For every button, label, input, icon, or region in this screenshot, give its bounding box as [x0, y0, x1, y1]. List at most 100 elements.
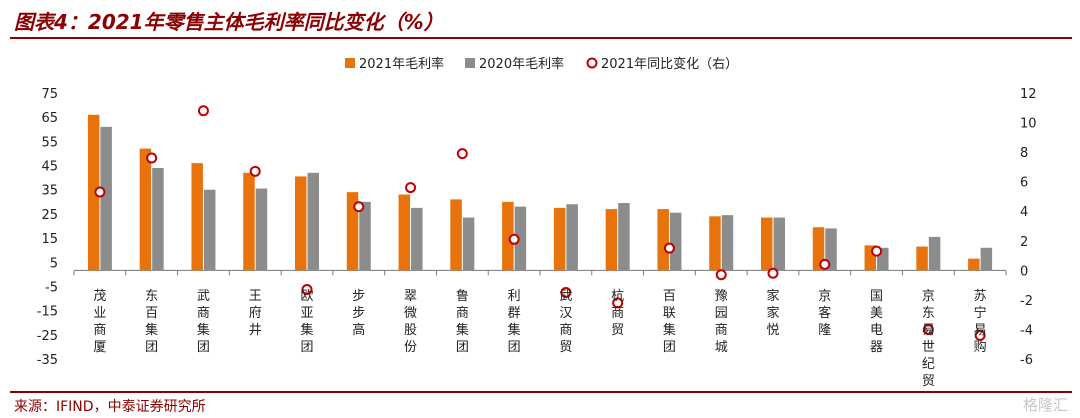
category-label: 豫园商城: [715, 289, 728, 355]
watermark: 格隆汇: [1022, 396, 1068, 414]
category-label: 国美电器: [870, 289, 883, 355]
change-marker: [922, 323, 934, 335]
change-marker: [715, 269, 727, 281]
bar-2021: [864, 245, 877, 271]
footer-divider: [10, 391, 1072, 393]
legend-label-2020: 2020年毛利率: [479, 56, 564, 72]
right-tick-label: 4: [1020, 205, 1028, 220]
legend-label-change: 2021年同比变化（右）: [601, 56, 738, 72]
bar-2020: [203, 189, 216, 271]
left-tick-label: 45: [41, 160, 58, 175]
bar-2020: [100, 126, 112, 271]
left-tick-label: 65: [41, 111, 58, 126]
right-tick-label: 12: [1020, 87, 1037, 102]
change-marker: [767, 267, 779, 279]
right-tick-label: -4: [1020, 323, 1033, 338]
change-marker: [197, 105, 209, 117]
bar-2021: [812, 227, 825, 271]
bar-2020: [514, 206, 527, 271]
change-marker: [819, 258, 831, 270]
bar-2021: [398, 194, 411, 271]
bar-2021: [295, 176, 307, 271]
change-marker: [560, 287, 572, 298]
bar-2021: [502, 201, 514, 271]
bar-2020: [411, 207, 423, 271]
category-label: 苏宁易购: [974, 288, 987, 355]
left-tick-label: -35: [37, 353, 58, 368]
bar-2020: [359, 201, 371, 271]
change-marker: [974, 329, 986, 341]
change-marker: [871, 245, 883, 257]
change-marker: [249, 165, 261, 177]
bar-2021: [139, 148, 152, 271]
bar-2020: [721, 215, 734, 271]
legend-swatch-2021: [345, 58, 355, 68]
category-label: 东百集团: [145, 289, 158, 355]
left-tick-label: 35: [41, 184, 58, 199]
category-label: 步步高: [352, 289, 365, 338]
category-label: 利群集团: [508, 289, 521, 355]
change-marker: [663, 242, 675, 254]
bar-2020: [773, 217, 785, 271]
bar-2020: [669, 212, 682, 271]
legend-marker-change: [586, 57, 598, 69]
category-label: 鲁商集团: [456, 289, 469, 355]
bar-2021: [761, 217, 773, 271]
bar-2021: [553, 207, 566, 271]
right-tick-label: 2: [1020, 235, 1028, 250]
bar-2020: [255, 188, 268, 271]
bar-2021: [191, 163, 203, 271]
left-tick-label: -5: [45, 280, 58, 295]
bar-2020: [618, 203, 630, 271]
change-marker: [94, 186, 106, 198]
right-tick-label: 8: [1020, 146, 1028, 161]
bars: [87, 114, 993, 271]
category-label: 王府井: [249, 289, 262, 338]
right-tick-label: -2: [1020, 294, 1033, 309]
change-marker: [456, 148, 468, 160]
category-labels: 茂业商厦 东百集团 武商集团 王府井 欧亚集团 步步高 翠微股份 鲁商集团 利群集团 武汉商贸 杭商…: [93, 288, 986, 389]
change-marker: [146, 152, 158, 164]
bar-2021: [916, 246, 928, 271]
bar-2021: [968, 258, 980, 271]
bar-2021: [605, 209, 618, 271]
change-markers: [94, 105, 986, 341]
category-label: 京客隆: [818, 289, 831, 338]
legend-label-2021: 2021年毛利率: [359, 56, 444, 72]
right-axis: 12 10 8 6 4 2 0 -2 -4 -6: [1020, 87, 1037, 368]
bar-2020: [307, 172, 319, 271]
left-tick-label: 25: [41, 208, 58, 223]
category-label: 翠微股份: [404, 289, 417, 355]
left-tick-label: 5: [50, 256, 58, 271]
bar-2020: [566, 204, 578, 271]
change-marker: [353, 201, 365, 213]
category-label: 茂业商厦: [93, 289, 106, 355]
change-marker: [405, 182, 417, 194]
right-tick-label: 6: [1020, 176, 1028, 191]
left-tick-label: 15: [41, 232, 58, 247]
bar-2021: [243, 172, 255, 271]
left-axis: 75 65 55 45 35 25 15 5 -5 -15 -25 -35: [37, 87, 1007, 368]
bar-2020: [980, 247, 993, 271]
title-divider: [10, 37, 1072, 39]
category-label: 杭商贸: [611, 289, 624, 338]
change-marker: [301, 284, 313, 296]
chart-title: 图表4：2021年零售主体毛利率同比变化（%）: [14, 10, 444, 34]
left-tick-label: -25: [37, 329, 58, 344]
bar-2020: [152, 167, 164, 271]
bar-2021: [709, 216, 721, 271]
category-label: 欧亚集团: [300, 289, 313, 355]
bar-2021: [450, 199, 462, 271]
category-label: 武汉商贸: [559, 289, 572, 355]
bar-2020: [825, 228, 837, 271]
category-label: 京东易世纪贸: [922, 289, 935, 389]
bar-2020: [928, 236, 941, 271]
bar-2020: [462, 217, 475, 271]
category-label: 百联集团: [663, 289, 676, 355]
legend-swatch-2020: [465, 58, 475, 68]
bar-2020: [877, 247, 889, 271]
right-tick-label: 0: [1020, 264, 1028, 279]
category-label: 家家悦: [766, 288, 779, 338]
source-note: 来源：IFIND，中泰证券研究所: [14, 399, 206, 415]
